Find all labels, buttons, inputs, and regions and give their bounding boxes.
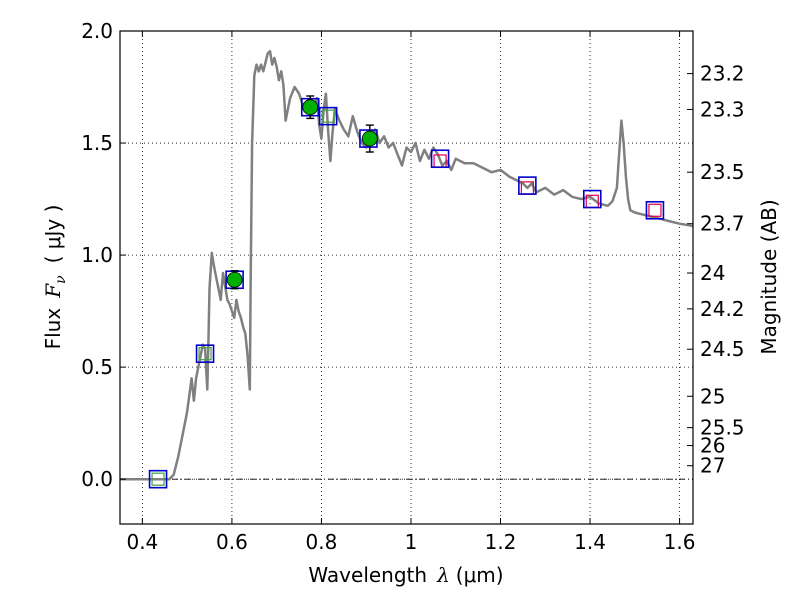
filter-band-square: [582, 189, 602, 209]
mag-tick-label: 24: [700, 261, 725, 285]
mag-tick-label: 23.5: [700, 160, 745, 184]
filter-band-square: [645, 200, 665, 220]
plot-frame: [119, 30, 694, 525]
y-axis-symbol: F: [41, 283, 65, 299]
x-tick-label: 0.4: [126, 530, 158, 554]
model-flux-square: [321, 109, 335, 123]
mag-tick-label: 24.5: [700, 337, 745, 361]
y-tick-label: 0.5: [81, 355, 113, 379]
x-tick-label: 1.2: [485, 530, 517, 554]
y-tick-label: 0.0: [81, 467, 113, 491]
model-flux-square: [151, 472, 165, 486]
x-tick-label: 0.8: [306, 530, 338, 554]
mag-tick-label: 24.2: [700, 297, 745, 321]
y-tick-label: 2.0: [81, 19, 113, 43]
filter-band-square: [148, 469, 168, 489]
y-axis-ticks: 0.0 0.5 1.0 1.5 2.0: [81, 19, 126, 491]
mag-tick-label: 25: [700, 384, 725, 408]
filter-band-square: [430, 149, 450, 169]
mag-tick-label: 23.7: [700, 212, 745, 236]
x-tick-label: 1.6: [664, 530, 696, 554]
detection-point: [302, 99, 319, 116]
filter-band-square: [195, 344, 215, 363]
x-axis-title: Wavelength λ (μm): [308, 563, 503, 587]
x-axis-symbol: λ: [436, 563, 450, 587]
x-tick-label: 0.6: [216, 530, 248, 554]
y-axis-title-prefix: Flux: [41, 308, 65, 350]
y-tick-label: 1.5: [81, 131, 113, 155]
mag-tick-label: 27: [700, 454, 725, 478]
x-axis-title-prefix: Wavelength: [308, 563, 427, 587]
filter-band-square: [318, 106, 338, 126]
x-axis-unit: (μm): [456, 563, 504, 587]
y-axis-unit: ( μJy ): [41, 205, 65, 264]
y-axis-subscript: ν: [53, 275, 69, 284]
filter-band-square: [518, 176, 537, 195]
x-tick-label: 1: [405, 530, 418, 554]
plot-area: [120, 49, 693, 489]
detection-point: [361, 130, 378, 147]
y2-axis-title: Magnitude (AB): [757, 199, 781, 354]
x-tick-label: 1.4: [574, 530, 606, 554]
x-axis-ticks: 0.4 0.6 0.8 1 1.2 1.4 1.6: [126, 31, 695, 554]
mag-tick-label: 26: [700, 434, 725, 458]
model-flux-square: [198, 347, 212, 361]
mag-tick-label: 23.3: [700, 97, 745, 121]
model-flux-square: [648, 203, 662, 217]
detection-point: [226, 271, 243, 288]
sed-model-line: [120, 49, 693, 481]
y-axis-title: Flux Fν ( μJy ): [41, 205, 69, 350]
mag-tick-label: 25.5: [700, 416, 745, 440]
y-tick-label: 1.0: [81, 243, 113, 267]
mag-tick-label: 23.2: [700, 62, 745, 86]
